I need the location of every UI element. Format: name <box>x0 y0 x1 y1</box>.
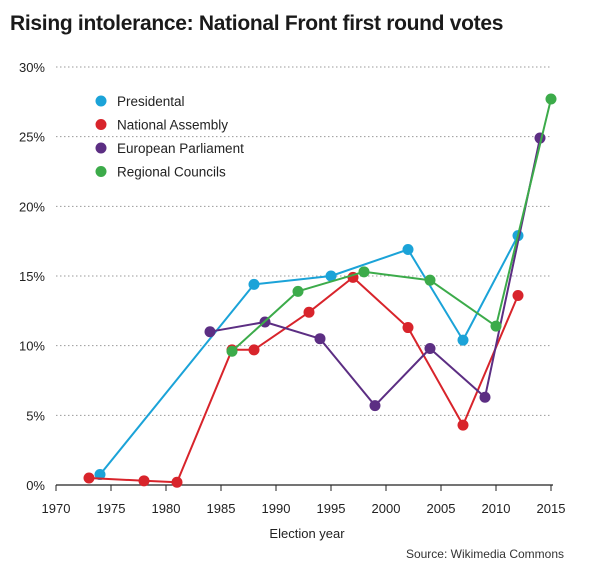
legend-item-presidental: Presidental <box>95 94 185 109</box>
x-tick-label: 2005 <box>427 501 456 516</box>
legend-marker <box>95 166 107 177</box>
x-axis: 1970 1975 1980 1985 1990 1995 2000 2005 2010 2015 <box>42 484 566 516</box>
legend-marker <box>95 142 107 154</box>
y-tick-label: 0% <box>26 478 45 493</box>
data-point <box>358 266 370 278</box>
data-point <box>479 391 491 403</box>
data-point <box>424 274 436 286</box>
data-point <box>545 93 557 105</box>
x-tick-label: 1990 <box>262 501 291 516</box>
series-european-parliament <box>204 132 546 412</box>
data-point <box>369 400 381 412</box>
data-point <box>314 333 326 345</box>
series-regional-councils <box>226 93 557 357</box>
data-point <box>303 306 315 318</box>
y-tick-label: 20% <box>19 199 45 214</box>
data-point <box>402 244 414 256</box>
x-axis-title: Election year <box>269 526 345 541</box>
data-point <box>292 285 304 297</box>
legend-label: National Assembly <box>117 118 228 133</box>
data-point <box>457 334 469 346</box>
data-point <box>457 419 469 431</box>
data-point <box>171 476 183 488</box>
series-presidental <box>94 230 524 481</box>
data-point <box>424 342 436 354</box>
data-point <box>490 320 502 332</box>
data-point <box>512 290 524 302</box>
data-point <box>83 472 95 484</box>
x-tick-label: 2000 <box>372 501 401 516</box>
y-tick-label: 5% <box>26 408 45 423</box>
legend-marker <box>95 95 107 107</box>
x-tick-label: 1980 <box>152 501 181 516</box>
data-point <box>204 326 216 338</box>
data-point <box>138 475 150 487</box>
y-tick-label: 10% <box>19 339 45 354</box>
gridlines <box>56 66 551 416</box>
series-line-presidental <box>99 235 519 476</box>
x-tick-label: 1995 <box>317 501 346 516</box>
series-line-national-assembly <box>88 276 519 484</box>
legend-item-regional-councils: Regional Councils <box>95 165 226 180</box>
x-tick-label: 2010 <box>482 501 511 516</box>
x-tick-label: 1985 <box>207 501 236 516</box>
chart-title: Rising intolerance: National Front first… <box>10 12 504 35</box>
data-point <box>248 278 260 290</box>
series-line-regional-councils <box>231 98 552 352</box>
series-line-european-parliament <box>209 137 541 407</box>
data-point <box>226 345 238 357</box>
y-tick-label: 15% <box>19 269 45 284</box>
data-point <box>402 322 414 334</box>
legend-item-european-parliament: European Parliament <box>95 141 244 156</box>
y-axis: 0% 5% 10% 15% 20% 25% 30% <box>19 60 45 493</box>
x-tick-label: 2015 <box>537 501 566 516</box>
y-tick-label: 30% <box>19 60 45 75</box>
data-point <box>94 469 106 481</box>
legend: Presidental National Assembly European Par… <box>95 94 244 180</box>
legend-item-national-assembly: National Assembly <box>95 118 228 133</box>
data-point <box>248 344 260 356</box>
x-tick-label: 1970 <box>42 501 71 516</box>
legend-label: European Parliament <box>117 141 244 156</box>
series-national-assembly <box>83 271 524 488</box>
y-tick-label: 25% <box>19 130 45 145</box>
legend-label: Regional Councils <box>117 165 226 180</box>
data-point <box>325 270 337 282</box>
legend-marker <box>95 119 107 130</box>
source-note: Source: Wikimedia Commons <box>405 547 564 561</box>
x-tick-label: 1975 <box>97 501 126 516</box>
legend-label: Presidental <box>117 94 185 109</box>
series-layer <box>83 93 557 488</box>
